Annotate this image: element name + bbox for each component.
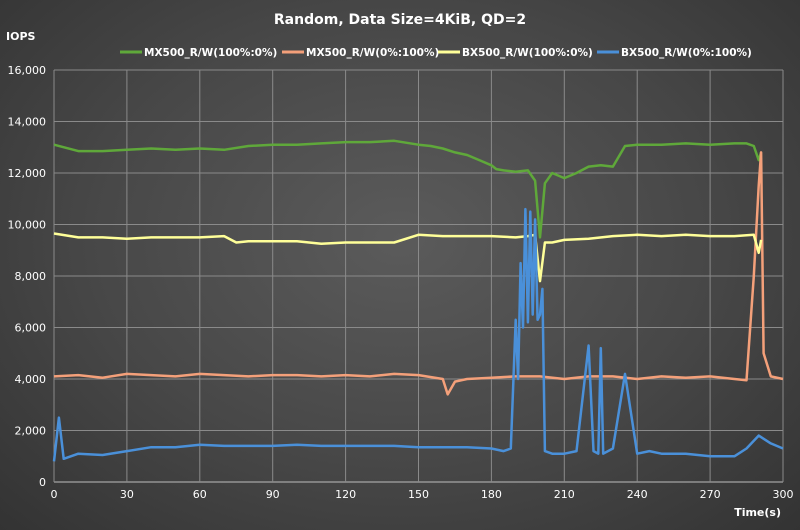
x-axis-label: Time(s) — [734, 506, 781, 519]
x-tick-label: 180 — [481, 488, 502, 501]
y-tick-label: 12,000 — [8, 167, 47, 180]
x-tick-label: 300 — [773, 488, 794, 501]
y-tick-label: 6,000 — [15, 322, 47, 335]
series-line-3 — [53, 232, 763, 283]
x-tick-label: 150 — [408, 488, 429, 501]
series-line-4 — [52, 207, 784, 462]
x-tick-label: 120 — [335, 488, 356, 501]
y-tick-label: 10,000 — [8, 219, 47, 232]
series-line-2 — [53, 151, 784, 396]
y-tick-label: 2,000 — [15, 425, 47, 438]
x-tick-label: 90 — [266, 488, 280, 501]
x-tick-label: 0 — [51, 488, 58, 501]
legend-label: MX500_R/W(0%:100%) — [306, 47, 439, 59]
legend-label: MX500_R/W(100%:0%) — [144, 47, 277, 59]
x-tick-label: 210 — [554, 488, 575, 501]
x-tick-label: 240 — [627, 488, 648, 501]
legend-label: BX500_R/W(100%:0%) — [462, 47, 593, 59]
y-axis-label: IOPS — [6, 30, 36, 43]
x-tick-label: 270 — [700, 488, 721, 501]
legend: MX500_R/W(100%:0%) MX500_R/W(0%:100%) BX50… — [120, 47, 752, 59]
y-tick-label: 8,000 — [15, 270, 47, 283]
plot-area — [52, 139, 784, 462]
series-line-1 — [53, 139, 763, 239]
y-tick-label: 16,000 — [8, 64, 47, 77]
gridlines — [53, 69, 784, 483]
x-tick-label: 60 — [193, 488, 207, 501]
chart-title: Random, Data Size=4KiB, QD=2 — [274, 12, 526, 28]
tick-labels: 0 2,000 4,000 6,000 8,000 10,000 12,000 14,000 1… — [8, 64, 794, 501]
y-tick-label: 4,000 — [15, 373, 47, 386]
y-tick-label: 14,000 — [8, 116, 47, 129]
y-tick-label: 0 — [39, 476, 46, 489]
x-tick-label: 30 — [120, 488, 134, 501]
legend-label: BX500_R/W(0%:100%) — [621, 47, 752, 59]
